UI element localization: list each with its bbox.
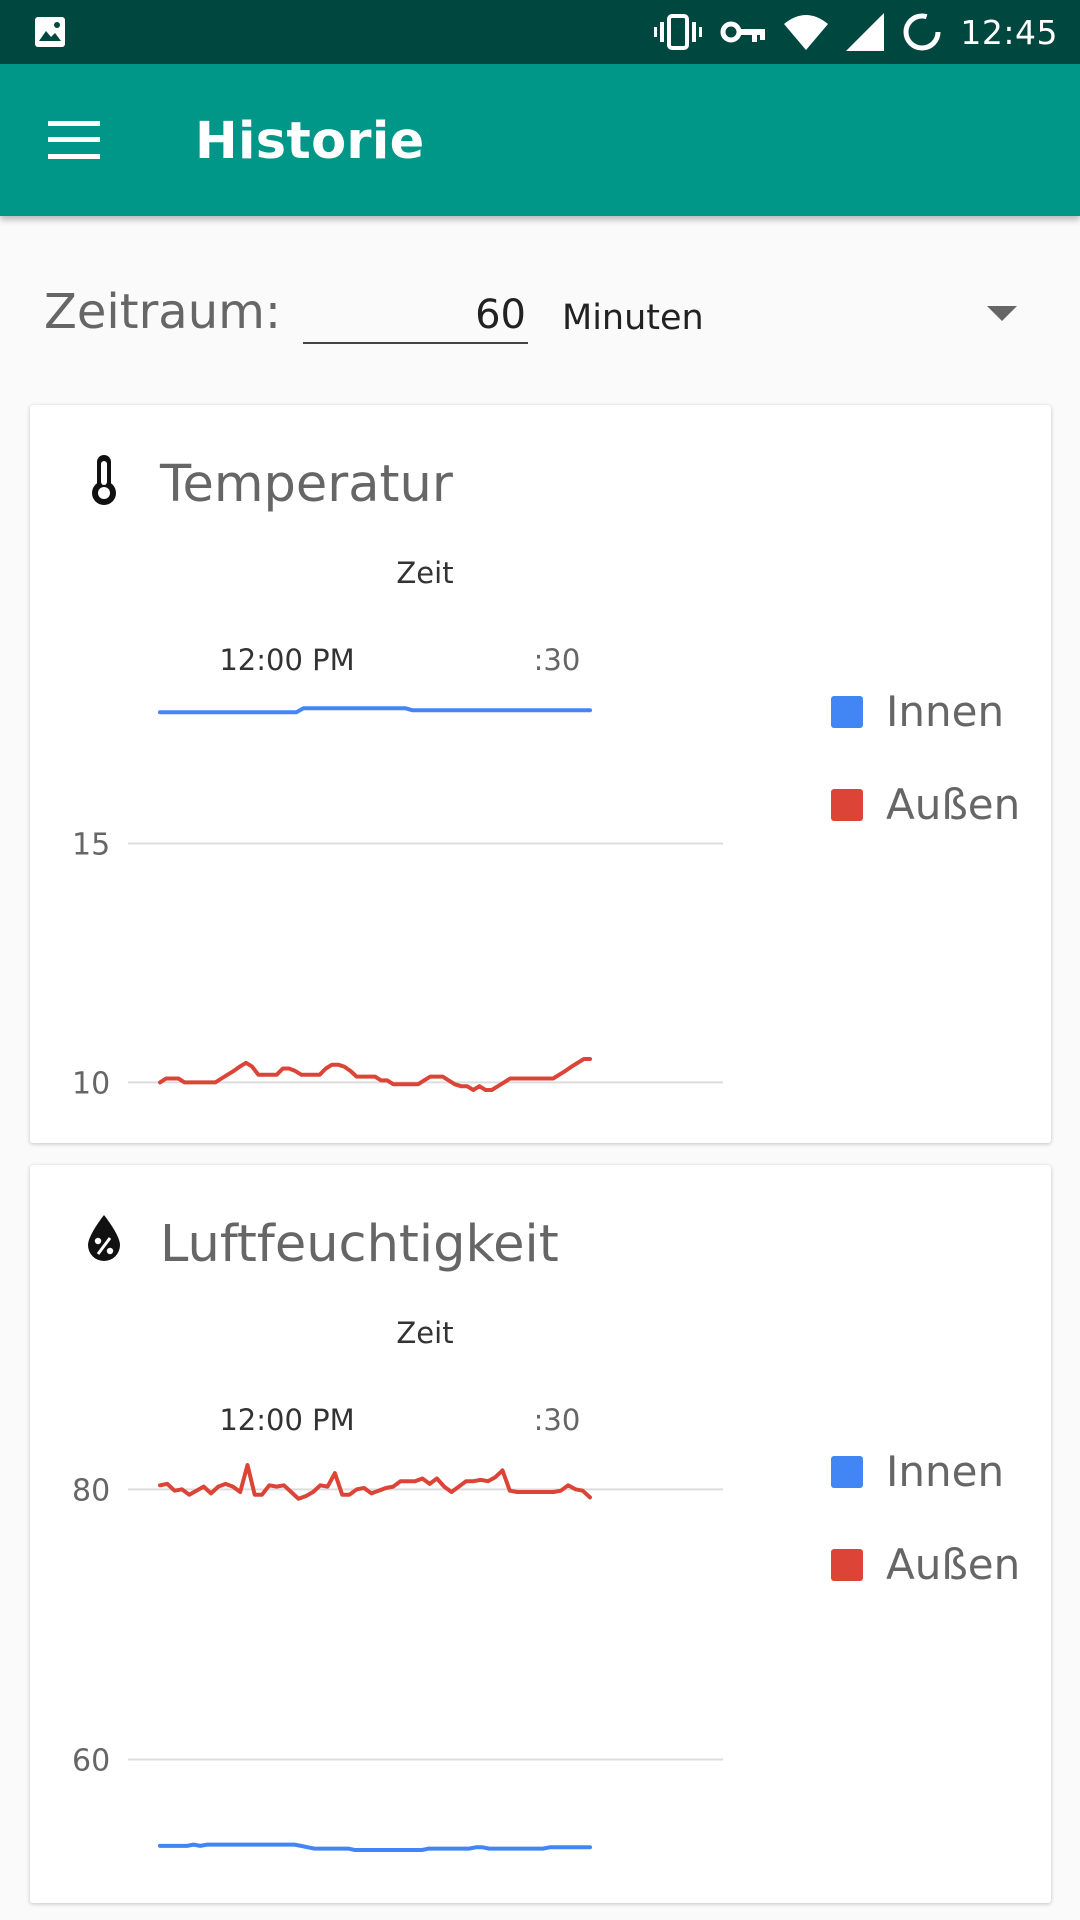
legend-swatch-innen	[831, 695, 863, 728]
y-tick-label: 60	[72, 1743, 110, 1778]
image-icon	[34, 16, 66, 48]
x-tick-label: 12:00 PM	[219, 643, 354, 677]
y-tick-label: 80	[72, 1473, 110, 1508]
card-title-temperature: Temperatur	[160, 455, 453, 514]
legend-item-innen: Innen	[831, 1447, 1004, 1496]
dropdown-arrow-icon	[987, 306, 1017, 326]
y-tick-label: 10	[72, 1066, 110, 1101]
legend-item-aussen: Außen	[831, 1540, 1020, 1589]
app-bar: Historie	[0, 64, 1080, 216]
vibrate-icon	[654, 12, 703, 52]
thermometer-icon	[86, 453, 122, 511]
card-title-humidity: Luftfeuchtigkeit	[160, 1215, 559, 1274]
series-line-aussen	[158, 1057, 592, 1092]
signal-icon	[846, 13, 885, 51]
period-unit-dropdown[interactable]: Minuten	[562, 288, 1022, 344]
temperature-chart: 15 10 Zeit 12:00 PM :30	[72, 556, 723, 1101]
legend-label-innen: Innen	[886, 1447, 1005, 1496]
legend-swatch-aussen	[831, 788, 863, 821]
legend-item-innen: Innen	[831, 687, 1004, 736]
x-axis-title: Zeit	[396, 1316, 453, 1350]
legend-item-aussen: Außen	[831, 780, 1020, 829]
humidity-card: Luftfeuchtigkeit 80 60 Zeit 12:00 PM :30 Inn…	[30, 1165, 1051, 1903]
status-bar: 12:45	[0, 0, 1080, 64]
y-tick-label: 15	[72, 828, 110, 863]
legend-label-innen: Innen	[886, 687, 1005, 736]
humidity-chart: 80 60 Zeit 12:00 PM :30	[72, 1316, 723, 1852]
sync-icon	[902, 12, 942, 52]
vpn-key-icon	[720, 17, 766, 47]
series-line-aussen	[158, 1463, 592, 1501]
temperature-card: Temperatur 15 10 Zeit 12:00 PM :30 Innen Auß…	[30, 405, 1051, 1143]
series-line-innen	[158, 706, 592, 715]
page-title: Historie	[195, 112, 425, 171]
x-axis-title: Zeit	[396, 556, 453, 590]
period-unit-value: Minuten	[562, 298, 704, 338]
series-line-innen	[158, 1842, 592, 1852]
x-tick-label: :30	[534, 1403, 581, 1437]
legend-label-aussen: Außen	[886, 780, 1021, 829]
legend-swatch-aussen	[831, 1548, 863, 1581]
wifi-icon	[784, 14, 829, 50]
x-tick-label: :30	[534, 643, 581, 677]
hamburger-menu-icon[interactable]	[42, 114, 106, 166]
legend-swatch-innen	[831, 1455, 863, 1488]
status-time: 12:45	[960, 12, 1058, 52]
period-row: Zeitraum: Minuten	[0, 262, 1080, 352]
period-label: Zeitraum:	[44, 284, 282, 340]
x-tick-label: 12:00 PM	[219, 1403, 354, 1437]
legend-label-aussen: Außen	[886, 1540, 1021, 1589]
humidity-drop-icon	[86, 1213, 122, 1267]
period-value-input[interactable]	[303, 288, 528, 344]
